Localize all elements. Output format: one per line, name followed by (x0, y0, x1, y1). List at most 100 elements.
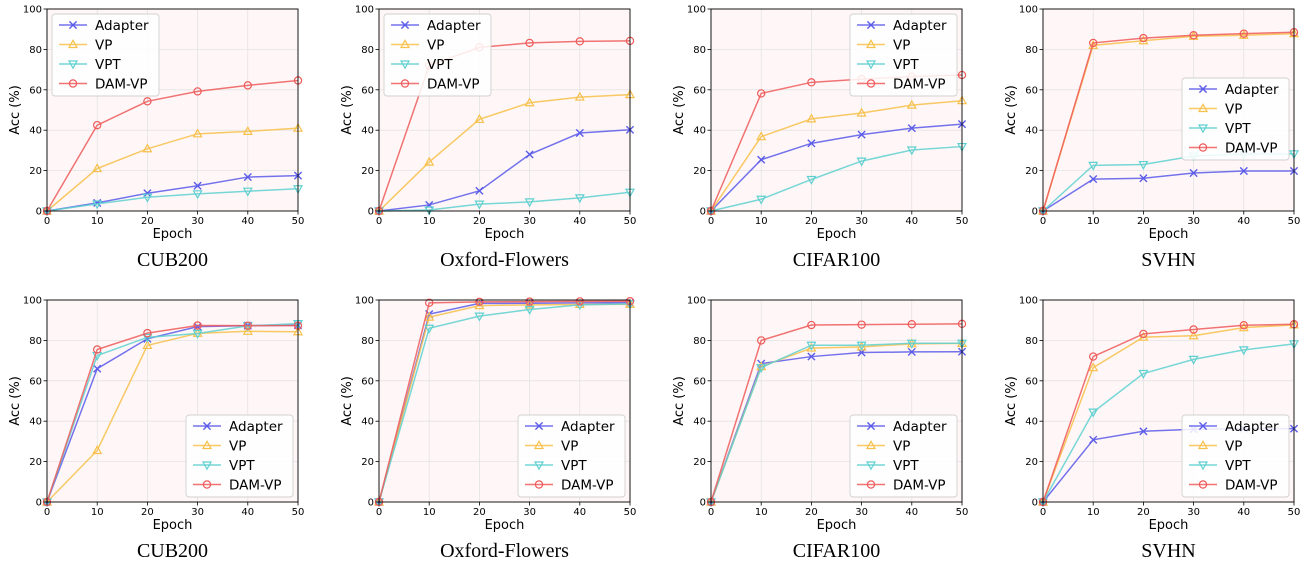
subplot-1: 0 10 20 30 40 50 0 20 40 60 80 100 Epoch Acc (%) CUB20… (8, 5, 304, 272)
series-line (1042, 324, 1295, 503)
legend-label: Adapter (1225, 419, 1279, 435)
series-line (710, 350, 963, 503)
data-point (856, 341, 867, 351)
y-axis-label: Acc (%) (672, 376, 687, 426)
legend-marker (533, 440, 545, 450)
x-tick-label: 50 (956, 216, 969, 227)
legend-label: VP (1225, 101, 1242, 117)
legend-marker (1198, 421, 1208, 431)
legend-label: VP (95, 37, 112, 53)
x-tick-label: 20 (141, 216, 154, 227)
x-tick-label: 50 (292, 216, 305, 227)
series-line (1042, 170, 1294, 212)
data-point (806, 341, 817, 351)
y-tick-label: 40 (1025, 126, 1038, 137)
y-tick-label: 60 (29, 376, 42, 387)
series-line (378, 303, 631, 503)
legend-marker (1197, 440, 1209, 450)
data-point (192, 329, 203, 339)
y-tick-label: 40 (1025, 417, 1038, 428)
data-point (243, 81, 252, 90)
data-point (907, 347, 916, 357)
x-tick-label: 40 (1237, 216, 1250, 227)
data-point (574, 91, 585, 101)
data-point (1138, 35, 1149, 45)
y-tick-label: 20 (361, 166, 374, 177)
data-point (807, 320, 816, 330)
data-point (1089, 435, 1098, 444)
legend-label: DAM-VP (893, 76, 946, 92)
data-point (1238, 346, 1249, 356)
legend-marker (1198, 84, 1208, 94)
data-point (1089, 174, 1098, 184)
legend-box (383, 13, 492, 97)
legend-marker (68, 20, 78, 30)
series-dam-vp (1038, 28, 1299, 216)
x-tick-label: 10 (1087, 216, 1100, 227)
x-tick-label: 30 (191, 507, 204, 518)
data-point (92, 200, 103, 210)
data-point (524, 97, 535, 107)
data-point (574, 194, 585, 204)
series-line (378, 191, 631, 212)
plot-frame (46, 299, 299, 503)
data-point (1139, 427, 1148, 436)
data-point (1189, 168, 1198, 178)
data-point (242, 322, 253, 332)
data-point (243, 172, 252, 182)
data-point (475, 297, 484, 307)
data-point (1138, 160, 1149, 170)
x-tick-label: 50 (1288, 216, 1301, 227)
data-point (757, 89, 766, 98)
y-tick-label: 0 (368, 207, 374, 218)
plot-frame (1042, 8, 1295, 212)
legend-item-vpt: VPT (193, 458, 255, 474)
y-tick-label: 40 (29, 417, 42, 428)
data-point (425, 298, 434, 308)
data-point (424, 156, 435, 166)
data-point (474, 113, 485, 123)
series-line (46, 127, 299, 212)
y-tick-label: 60 (1025, 85, 1038, 96)
y-tick-label: 100 (355, 5, 374, 16)
data-point (424, 311, 435, 321)
data-point (806, 175, 817, 185)
legend-label: VP (427, 37, 444, 53)
data-point (807, 78, 816, 87)
data-point (243, 321, 252, 330)
legend-item-dam-vp: DAM-VP (59, 76, 148, 92)
y-tick-label: 0 (1032, 207, 1038, 218)
data-point (806, 342, 817, 352)
y-tick-label: 0 (700, 207, 706, 218)
series-line (710, 342, 962, 503)
x-tick-label: 10 (755, 507, 768, 518)
x-axis-label: Epoch (817, 227, 857, 242)
data-point (907, 124, 916, 133)
legend-item-dam-vp: DAM-VP (1189, 140, 1278, 156)
legend-label: VPT (561, 458, 587, 474)
data-point (906, 339, 917, 349)
data-point (1139, 33, 1148, 43)
y-axis-label: Acc (%) (8, 376, 23, 426)
plot-frame (710, 299, 963, 503)
subplot-6: 0 10 20 30 40 50 0 20 40 60 80 100 Epoch Acc (%) Oxfor… (340, 296, 636, 563)
legend-item-vpt: VPT (857, 458, 919, 474)
legend: Adapter VP VPT DAM-VP (849, 13, 958, 97)
y-axis-label: Acc (%) (1004, 85, 1019, 135)
data-point (1088, 161, 1099, 171)
legend-box (849, 414, 958, 498)
data-point (525, 297, 534, 306)
y-tick-label: 100 (23, 5, 42, 16)
data-point (242, 325, 253, 335)
data-point (1189, 325, 1198, 334)
y-tick-label: 80 (1025, 45, 1038, 56)
series-line (1042, 31, 1295, 212)
y-tick-label: 0 (368, 498, 374, 509)
subplot-caption: CIFAR100 (793, 540, 880, 562)
series-line (378, 129, 631, 212)
data-point (806, 113, 817, 123)
series-line (1042, 343, 1295, 503)
legend-box (185, 414, 294, 498)
x-axis-label: Epoch (1149, 227, 1189, 242)
legend-label: VPT (229, 458, 255, 474)
